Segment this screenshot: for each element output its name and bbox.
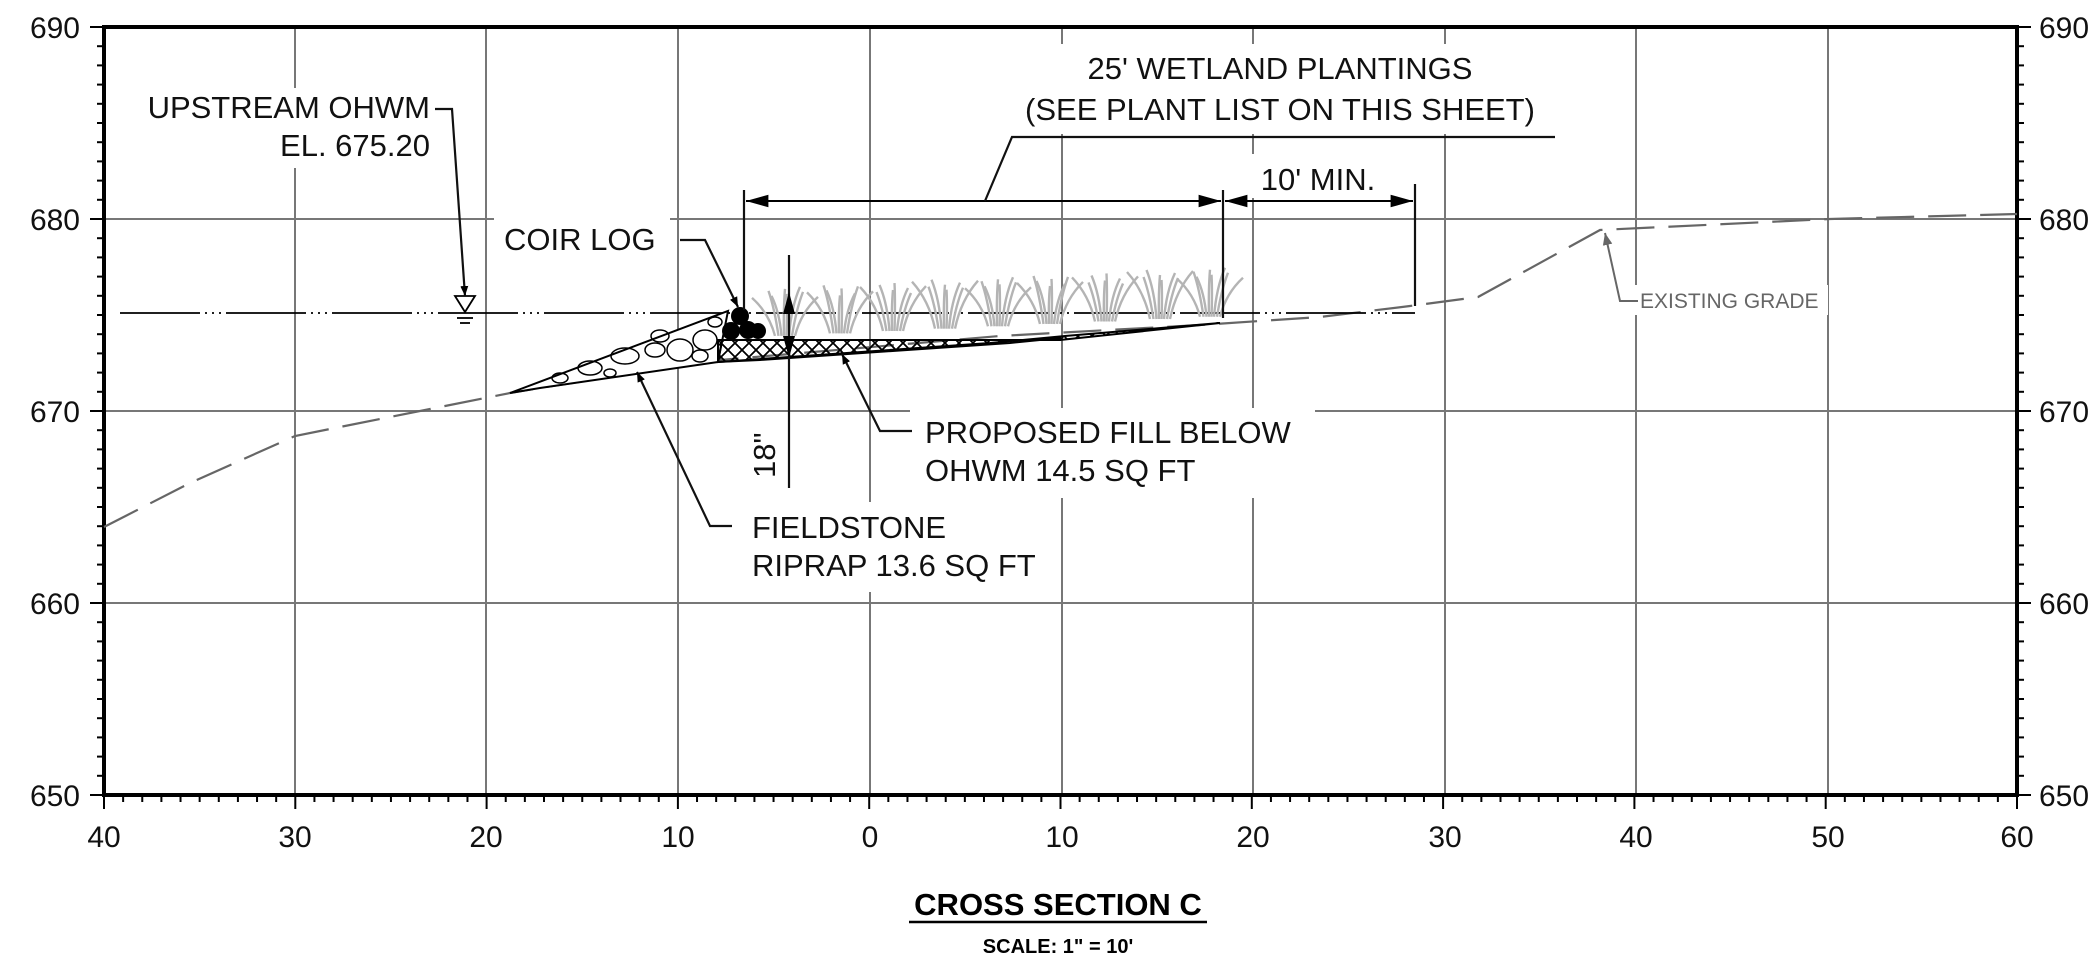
leaders bbox=[435, 107, 1638, 528]
section-title: CROSS SECTION C bbox=[914, 887, 1202, 922]
y-axis-right: 690 680 670 660 650 bbox=[2039, 12, 2089, 813]
proposed-fill-edge bbox=[717, 336, 1061, 364]
water-level-symbol-icon bbox=[453, 295, 477, 324]
plant-tuft-icon bbox=[964, 276, 1032, 327]
x-tick-label: 0 bbox=[862, 821, 879, 854]
fieldstone-riprap bbox=[509, 309, 730, 394]
ohwm-label-line2: EL. 675.20 bbox=[280, 128, 430, 163]
plantings-leader bbox=[983, 135, 1555, 202]
y-tick-label-right: 650 bbox=[2039, 780, 2089, 813]
existing-grade-line bbox=[103, 212, 2018, 528]
y-tick-label-right: 680 bbox=[2039, 204, 2089, 237]
y-tick-label: 660 bbox=[30, 588, 80, 621]
y-tick-label: 650 bbox=[30, 780, 80, 813]
y-tick-label: 690 bbox=[30, 12, 80, 45]
y-tick-label-right: 690 bbox=[2039, 12, 2089, 45]
plant-tuft-icon bbox=[806, 285, 874, 334]
x-axis: 40 30 20 10 0 10 20 30 40 50 60 bbox=[87, 821, 2033, 854]
min-dimension-label: 10' MIN. bbox=[1261, 162, 1375, 197]
x-tick-label: 50 bbox=[1811, 821, 1844, 854]
plant-tuft-icon bbox=[1016, 275, 1084, 325]
x-tick-label: 20 bbox=[1236, 821, 1269, 854]
y-tick-label-right: 670 bbox=[2039, 396, 2089, 429]
plant-tuft-icon bbox=[1071, 273, 1139, 322]
plant-tuft-icon bbox=[911, 279, 979, 329]
riprap-label-line1: FIELDSTONE bbox=[752, 510, 946, 545]
plantings-label-line2: (SEE PLANT LIST ON THIS SHEET) bbox=[1025, 92, 1535, 127]
riprap-leader bbox=[636, 371, 732, 528]
scale-note: SCALE: 1" = 10' bbox=[983, 936, 1133, 958]
x-tick-label: 30 bbox=[278, 821, 311, 854]
x-tick-label: 30 bbox=[1428, 821, 1461, 854]
existing-grade-leader bbox=[1602, 232, 1638, 302]
ohwm-label-line1: UPSTREAM OHWM bbox=[148, 90, 430, 125]
existing-grade-label: EXISTING GRADE bbox=[1640, 290, 1819, 313]
coir-log-icon bbox=[722, 307, 766, 340]
fill-leader bbox=[841, 353, 912, 433]
x-tick-label: 60 bbox=[2000, 821, 2033, 854]
fill-label-line2: OHWM 14.5 SQ FT bbox=[925, 453, 1195, 488]
depth-dimension-label: 18" bbox=[747, 433, 782, 479]
x-tick-label: 40 bbox=[87, 821, 120, 854]
minor-ticks bbox=[90, 26, 2031, 809]
fill-label-line1: PROPOSED FILL BELOW bbox=[925, 415, 1292, 450]
y-tick-label: 680 bbox=[30, 204, 80, 237]
plant-tuft-icon bbox=[1176, 267, 1244, 318]
x-tick-label: 10 bbox=[1045, 821, 1078, 854]
plant-tuft-icon bbox=[1126, 269, 1194, 320]
riprap-label-line2: RIPRAP 13.6 SQ FT bbox=[752, 548, 1036, 583]
coir-log-label: COIR LOG bbox=[504, 222, 656, 257]
plant-tuft-icon bbox=[859, 282, 927, 332]
y-axis-left: 690 680 670 660 650 bbox=[30, 12, 80, 813]
plantings-label-line1: 25' WETLAND PLANTINGS bbox=[1088, 51, 1473, 86]
y-tick-label-right: 660 bbox=[2039, 588, 2089, 621]
coir-log-leader bbox=[680, 238, 739, 308]
y-tick-label: 670 bbox=[30, 396, 80, 429]
ohwm-leader bbox=[435, 107, 469, 297]
x-tick-label: 40 bbox=[1619, 821, 1652, 854]
x-tick-label: 20 bbox=[469, 821, 502, 854]
x-tick-label: 10 bbox=[661, 821, 694, 854]
label-masks bbox=[128, 44, 1828, 592]
